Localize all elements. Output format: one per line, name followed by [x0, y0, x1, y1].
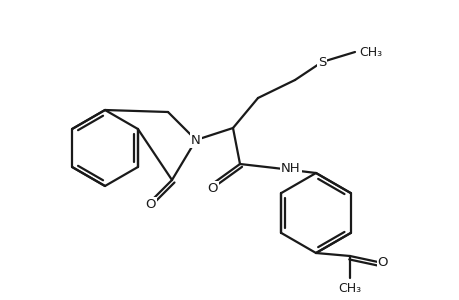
Text: N: N	[190, 134, 201, 146]
Text: NH: NH	[280, 161, 300, 175]
Text: O: O	[377, 256, 387, 268]
Text: S: S	[317, 56, 325, 68]
Text: CH₃: CH₃	[338, 282, 361, 295]
Text: CH₃: CH₃	[358, 46, 381, 59]
Text: O: O	[207, 182, 218, 196]
Text: O: O	[146, 199, 156, 212]
